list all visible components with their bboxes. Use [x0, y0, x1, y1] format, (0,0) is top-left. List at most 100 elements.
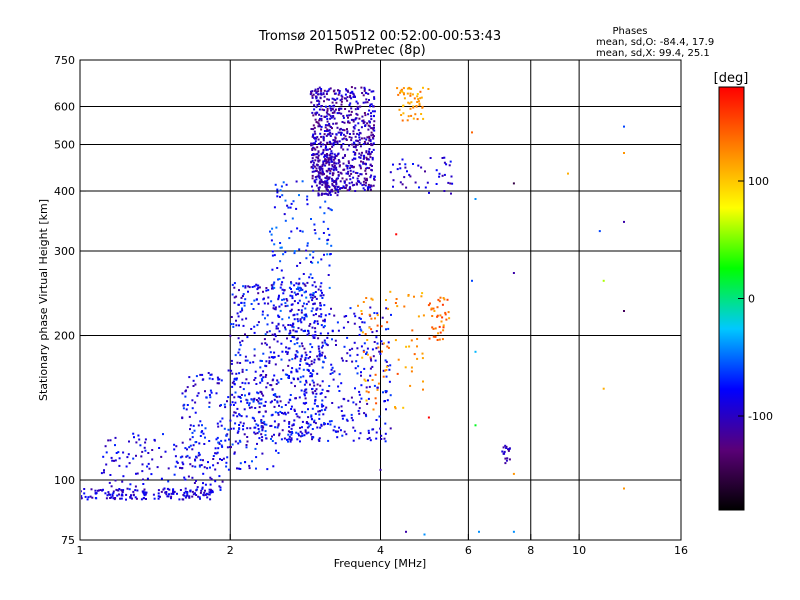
- echo-point: [303, 347, 306, 350]
- echo-point: [287, 347, 290, 350]
- echo-point: [315, 388, 318, 391]
- echo-point: [243, 408, 246, 411]
- echo-point: [192, 379, 195, 382]
- echo-point: [272, 356, 275, 359]
- echo-point: [357, 409, 360, 412]
- echo-point: [270, 233, 273, 236]
- echo-point: [236, 431, 239, 434]
- echo-point: [210, 491, 213, 494]
- echo-point: [313, 229, 316, 231]
- echo-point: [508, 458, 511, 461]
- echo-point: [385, 365, 388, 368]
- echo-point: [377, 382, 380, 385]
- echo-point: [320, 258, 323, 261]
- echo-point: [326, 107, 329, 110]
- echo-point: [236, 407, 239, 410]
- echo-point: [332, 122, 335, 125]
- echo-point: [260, 419, 263, 421]
- echo-point: [322, 326, 325, 329]
- echo-point: [374, 397, 377, 400]
- echo-point: [107, 493, 110, 496]
- echo-point: [319, 392, 322, 395]
- echo-point: [323, 318, 326, 321]
- echo-point: [288, 375, 290, 377]
- echo-point: [273, 338, 276, 341]
- echo-point: [416, 95, 419, 98]
- echo-point: [282, 292, 285, 295]
- echo-point: [272, 307, 275, 310]
- echo-point: [435, 183, 438, 185]
- echo-point: [281, 350, 284, 353]
- echo-point: [337, 173, 340, 176]
- echo-point: [335, 122, 338, 125]
- echo-point: [404, 163, 407, 166]
- echo-point: [336, 186, 339, 188]
- echo-point: [242, 428, 245, 431]
- echo-point: [433, 310, 436, 312]
- echo-point: [83, 492, 86, 495]
- echo-point: [327, 390, 330, 393]
- echo-point: [392, 179, 395, 182]
- echo-point: [320, 193, 323, 196]
- echo-point: [259, 381, 262, 384]
- echo-point: [365, 138, 368, 141]
- echo-point: [359, 105, 362, 108]
- echo-point: [144, 449, 147, 452]
- echo-point: [364, 124, 367, 127]
- echo-point: [364, 413, 367, 416]
- echo-point: [317, 187, 320, 189]
- echo-point: [208, 491, 211, 494]
- echo-point: [102, 455, 105, 458]
- echo-point: [329, 172, 331, 175]
- echo-point: [326, 90, 329, 93]
- echo-point: [324, 124, 327, 127]
- echo-point: [202, 482, 204, 485]
- echo-point: [280, 303, 283, 306]
- echo-point: [296, 318, 299, 321]
- echo-point: [247, 290, 249, 293]
- echo-point: [240, 415, 243, 418]
- echo-point: [244, 382, 247, 385]
- echo-point: [345, 418, 348, 421]
- echo-point: [223, 403, 226, 406]
- echo-point: [323, 95, 326, 98]
- echo-point: [248, 404, 250, 407]
- echo-point: [246, 399, 249, 402]
- echo-point: [373, 135, 375, 138]
- echo-point: [362, 180, 365, 183]
- echo-point: [231, 283, 234, 286]
- echo-point: [128, 440, 130, 443]
- echo-point: [288, 422, 291, 425]
- echo-point: [255, 399, 258, 401]
- echo-point: [326, 344, 329, 347]
- echo-point: [144, 491, 147, 494]
- echo-point: [209, 489, 212, 492]
- echo-point: [121, 490, 124, 493]
- echo-point: [204, 489, 206, 492]
- echo-point: [285, 346, 288, 349]
- echo-point: [410, 339, 413, 342]
- echo-point: [325, 175, 328, 178]
- echo-point: [199, 435, 202, 437]
- echo-point: [319, 304, 322, 307]
- echo-point: [294, 353, 297, 356]
- echo-point: [300, 294, 303, 297]
- echo-point: [389, 427, 392, 430]
- echo-point: [283, 289, 286, 292]
- echo-point: [321, 405, 324, 408]
- echo-point: [313, 104, 316, 107]
- echo-point: [346, 99, 349, 102]
- echo-point: [202, 378, 205, 381]
- echo-point: [311, 96, 314, 99]
- echo-point: [313, 130, 316, 133]
- echo-point: [319, 168, 322, 171]
- echo-point: [242, 422, 245, 425]
- echo-point: [145, 491, 148, 494]
- echo-point: [306, 281, 309, 284]
- echo-point: [330, 368, 333, 371]
- echo-point: [288, 435, 291, 438]
- echo-point: [310, 310, 313, 313]
- echo-point: [427, 88, 430, 90]
- echo-point: [348, 110, 351, 113]
- echo-point: [301, 432, 304, 435]
